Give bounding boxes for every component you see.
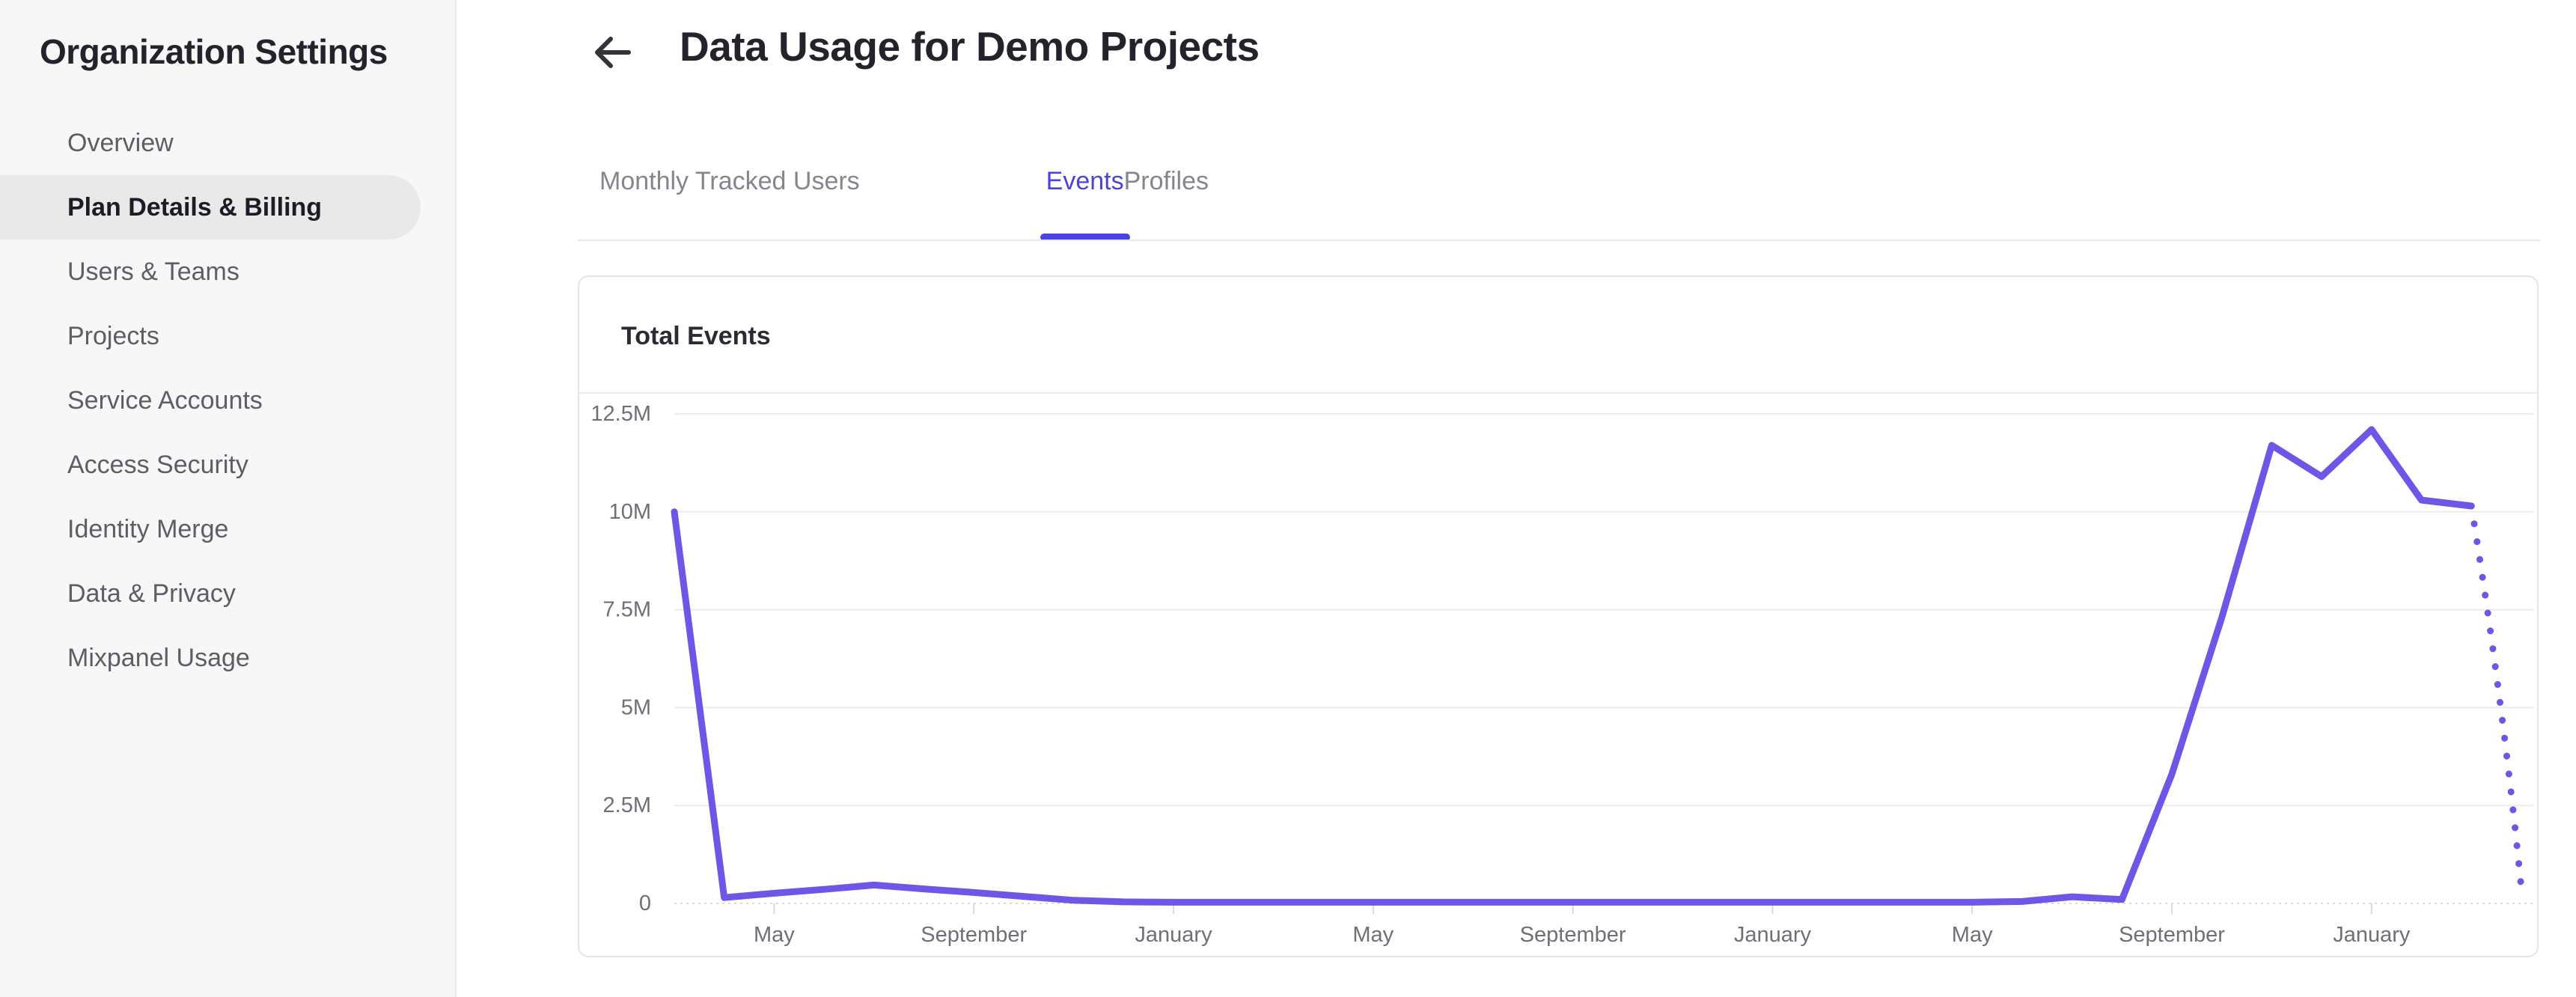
y-axis-label: 12.5M	[590, 402, 651, 426]
events-line-projected	[2467, 502, 2525, 891]
tab-bar-divider	[578, 240, 2540, 241]
x-axis-label: May	[1952, 923, 1993, 947]
sidebar-item-service-accounts[interactable]: Service Accounts	[67, 386, 263, 415]
chart-title: Total Events	[621, 322, 771, 350]
sidebar-item-projects[interactable]: Projects	[67, 322, 159, 350]
x-axis-label: May	[1352, 923, 1394, 947]
total-events-card: Total Events 12.5M 10M 7.5M 5M 2.5M 0 May Septe…	[578, 275, 2539, 957]
sidebar-item-mixpanel-usage[interactable]: Mixpanel Usage	[67, 644, 250, 672]
back-arrow-icon	[595, 37, 631, 68]
sidebar-item-users-teams[interactable]: Users & Teams	[67, 257, 239, 286]
sidebar-item-access-security[interactable]: Access Security	[67, 451, 248, 479]
sidebar-item-identity-merge[interactable]: Identity Merge	[67, 515, 229, 543]
tab-events[interactable]: Events	[1046, 167, 1124, 195]
y-axis-label: 0	[639, 891, 651, 915]
x-axis-label: January	[1734, 923, 1812, 947]
tab-profiles[interactable]: Profiles	[1123, 167, 1209, 195]
tab-monthly-tracked-users[interactable]: Monthly Tracked Users	[599, 167, 860, 195]
sidebar: Organization Settings Overview Plan Detai…	[0, 0, 457, 997]
x-axis-label: January	[2333, 923, 2411, 947]
y-axis-label: 7.5M	[603, 598, 651, 622]
x-axis-label: September	[1520, 923, 1626, 947]
total-events-chart: 12.5M 10M 7.5M 5M 2.5M 0 May September January Ma…	[590, 402, 2534, 947]
sidebar-item-data-privacy[interactable]: Data & Privacy	[67, 579, 236, 608]
back-button[interactable]	[591, 31, 633, 73]
y-axis-label: 10M	[609, 500, 651, 524]
x-axis-label: September	[921, 923, 1027, 947]
x-axis-label: September	[2119, 923, 2225, 947]
events-line	[671, 426, 2475, 906]
sidebar-nav: Overview Plan Details & Billing Users & Te…	[0, 111, 455, 690]
page-title: Data Usage for Demo Projects	[680, 23, 1260, 70]
card-header-divider	[579, 392, 2537, 394]
y-axis-label: 2.5M	[603, 793, 651, 817]
sidebar-item-overview[interactable]: Overview	[67, 129, 174, 157]
x-axis-label: January	[1135, 923, 1212, 947]
x-axis-label: May	[754, 923, 795, 947]
sidebar-title: Organization Settings	[40, 32, 388, 71]
active-tab-underline	[1040, 234, 1130, 241]
tab-bar: Monthly Tracked Users EventsProfiles	[599, 167, 1209, 242]
sidebar-item-plan-details-billing[interactable]: Plan Details & Billing	[0, 175, 421, 240]
y-axis-label: 5M	[621, 695, 651, 719]
